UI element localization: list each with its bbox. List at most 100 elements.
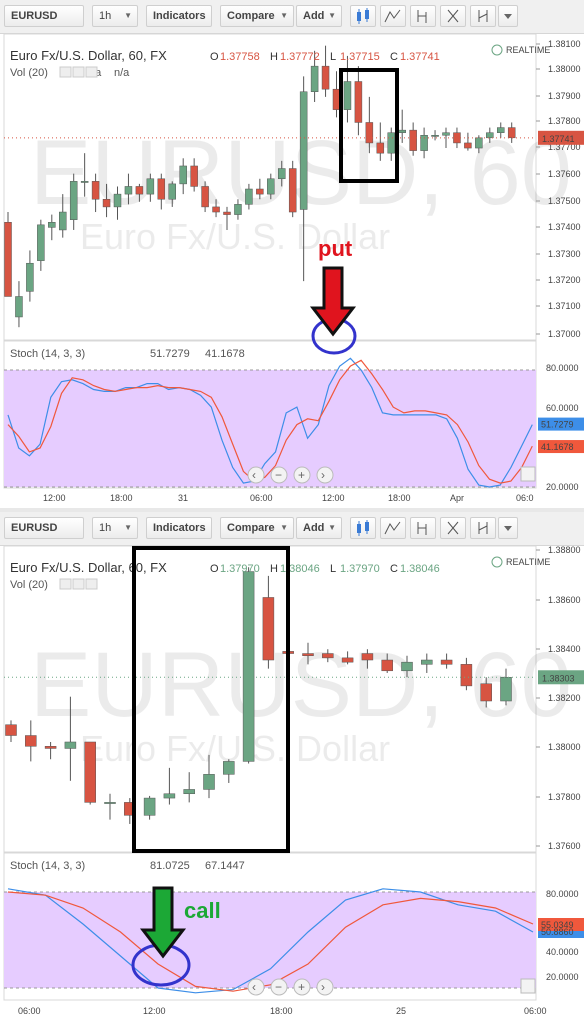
candle-body	[322, 653, 334, 659]
area-style-icon[interactable]	[440, 5, 466, 27]
candle-body	[104, 802, 116, 804]
candle-body	[48, 222, 56, 228]
chart-style-dropdown[interactable]	[498, 517, 518, 539]
candle-body	[203, 774, 215, 790]
ohlc-value: 1.37772	[280, 51, 320, 63]
nav-forward-icon[interactable]	[316, 466, 334, 484]
compare-button[interactable]: Compare ▼	[220, 5, 294, 27]
candle-body	[302, 653, 314, 656]
price-tick-label: 1.38600	[548, 595, 581, 605]
nav-forward-icon[interactable]	[316, 978, 334, 996]
ohlc-label: C	[390, 51, 398, 63]
time-tick-label: 06:00	[524, 1006, 547, 1016]
indicators-button[interactable]: Indicators	[146, 517, 212, 539]
stoch-label: Stoch (14, 3, 3)	[10, 860, 85, 872]
nav-zoom-out-icon[interactable]	[270, 978, 288, 996]
candle-body	[245, 188, 253, 205]
stoch-k-value: 81.0725	[150, 860, 190, 872]
add-button[interactable]: Add ▼	[296, 5, 342, 27]
candle-body	[256, 188, 264, 195]
volume-value: n/a	[114, 67, 130, 79]
candle-body	[442, 132, 450, 136]
chart-style-dropdown[interactable]	[498, 5, 518, 27]
candle-body	[64, 741, 77, 749]
nav-glyph: ‹	[252, 980, 256, 994]
symbol-input[interactable]: EURUSD	[4, 517, 84, 539]
candle-body	[507, 127, 516, 139]
nav-zoom-out-icon[interactable]	[270, 466, 288, 484]
line-style-icon[interactable]	[410, 517, 436, 539]
candle-body	[376, 142, 385, 154]
candle-body	[365, 122, 374, 144]
add-label: Add	[303, 522, 325, 534]
price-tick-label: 1.37800	[548, 792, 581, 802]
legend-control-icon[interactable]	[72, 66, 85, 78]
nav-glyph: ‹	[252, 468, 256, 482]
symbol-input[interactable]: EURUSD	[4, 5, 84, 27]
interval-select[interactable]: 1h ▼	[92, 517, 138, 539]
realtime-icon	[491, 44, 503, 56]
candles-style-icon[interactable]	[350, 517, 376, 539]
candle-body	[440, 659, 453, 665]
price-tick-label: 1.37700	[548, 142, 581, 152]
bars-style-icon[interactable]	[380, 517, 406, 539]
legend-control-icon[interactable]	[85, 66, 98, 78]
candle-body	[80, 181, 89, 183]
ohlc-label: O	[210, 51, 219, 63]
indicators-button[interactable]: Indicators	[146, 5, 212, 27]
compare-label: Compare	[227, 522, 275, 534]
candle-body	[223, 761, 235, 775]
stoch-k-line	[7, 357, 533, 488]
candle-body	[381, 659, 393, 672]
nav-back-icon[interactable]	[247, 466, 265, 484]
stoch-d-badge	[538, 440, 584, 454]
price-tick-label: 1.37200	[548, 275, 581, 285]
area-style-icon[interactable]	[440, 517, 466, 539]
nav-end-icon[interactable]	[520, 466, 536, 482]
heikin-style-icon[interactable]	[470, 5, 496, 27]
legend-control-icon[interactable]	[85, 578, 98, 590]
nav-zoom-in-icon[interactable]	[293, 466, 311, 484]
add-button[interactable]: Add ▼	[296, 517, 342, 539]
candle-body	[500, 677, 512, 702]
bars-style-icon[interactable]	[380, 5, 406, 27]
legend-control-icon[interactable]	[59, 66, 72, 78]
interval-label: 1h	[99, 10, 112, 22]
candles-style-icon[interactable]	[350, 5, 376, 27]
candle-body	[146, 178, 155, 195]
candle-body	[299, 91, 308, 210]
add-label: Add	[303, 10, 325, 22]
legend-control-icon[interactable]	[59, 578, 72, 590]
candle-body	[135, 186, 144, 195]
volume-label: Vol (20)	[10, 579, 48, 591]
ohlc-label: H	[270, 563, 278, 575]
candle-body	[157, 178, 166, 200]
legend-control-icon[interactable]	[72, 578, 85, 590]
price-tick-label: 1.38100	[548, 39, 581, 49]
nav-back-icon[interactable]	[247, 978, 265, 996]
heikin-style-icon[interactable]	[470, 517, 496, 539]
call-label: call	[184, 898, 221, 923]
nav-zoom-in-icon[interactable]	[293, 978, 311, 996]
interval-select[interactable]: 1h ▼	[92, 5, 138, 27]
stoch-d-line	[7, 891, 534, 992]
indicators-label: Indicators	[153, 10, 206, 22]
stoch-tick-label: 80.0000	[546, 363, 579, 373]
chevron-down-icon: ▼	[124, 11, 132, 20]
candle-body	[143, 797, 156, 816]
put-arrow-icon	[309, 266, 357, 337]
nav-end-icon[interactable]	[520, 978, 536, 994]
stoch-d-value: 41.1678	[205, 348, 245, 360]
candle-body	[91, 181, 100, 200]
line-style-icon[interactable]	[410, 5, 436, 27]
candle-body	[460, 664, 473, 687]
symbol-label: EURUSD	[11, 10, 58, 22]
compare-button[interactable]: Compare ▼	[220, 517, 294, 539]
nav-glyph: +	[298, 468, 305, 482]
chevron-down-icon: ▼	[328, 11, 336, 20]
stoch-tick-label: 80.0000	[546, 889, 579, 899]
chevron-down-icon: ▼	[328, 523, 336, 532]
chart-title: Euro Fx/U.S. Dollar, 60, FX	[10, 48, 167, 63]
time-tick-label: 31	[178, 493, 188, 503]
